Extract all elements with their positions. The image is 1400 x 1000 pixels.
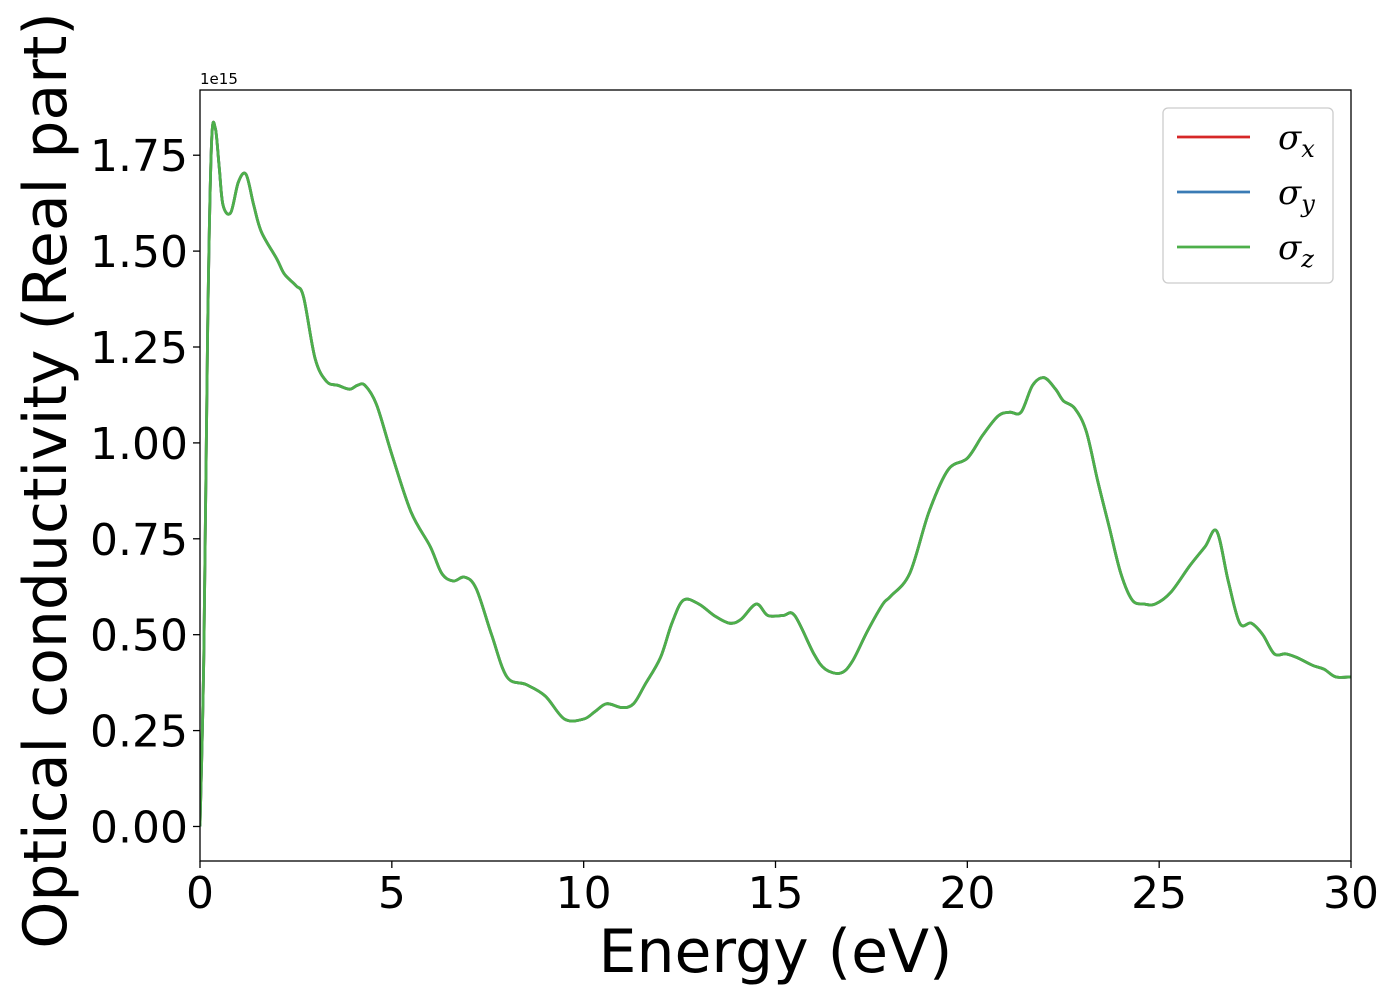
legend-label-x: σx [1278,118,1315,163]
x-tick-label: 15 [748,868,804,919]
y-tick-label: 0.50 [90,611,188,662]
x-tick-label: 30 [1323,868,1379,919]
x-tick-label: 10 [556,868,612,919]
series-line-z [200,120,1351,827]
y-tick-label: 0.25 [90,707,188,758]
y-offset-label: 1e15 [200,70,238,88]
legend-label-y: σy [1278,173,1315,218]
x-axis-label: Energy (eV) [599,917,953,987]
y-tick-label: 1.00 [90,419,188,470]
y-tick-label: 0.00 [90,802,188,853]
y-axis-label: Optical conductivity (Real part) [11,12,81,949]
y-tick-label: 1.25 [90,323,188,374]
y-tick-label: 1.75 [90,131,188,182]
x-tick-label: 25 [1131,868,1187,919]
y-tick-label: 1.50 [90,227,188,278]
legend-box [1162,107,1334,284]
y-axis: 0.00 0.25 0.50 0.75 1.00 1.25 1.50 1.75 [90,131,200,853]
series-layer [200,120,1351,827]
x-tick-label: 5 [378,868,406,919]
x-tick-label: 0 [186,868,214,919]
y-tick-label: 0.75 [90,515,188,566]
x-axis: 0 5 10 15 20 25 30 [186,861,1379,919]
legend: σx σy σz [1162,107,1334,284]
legend-label-z: σz [1278,228,1314,273]
x-tick-label: 20 [939,868,995,919]
